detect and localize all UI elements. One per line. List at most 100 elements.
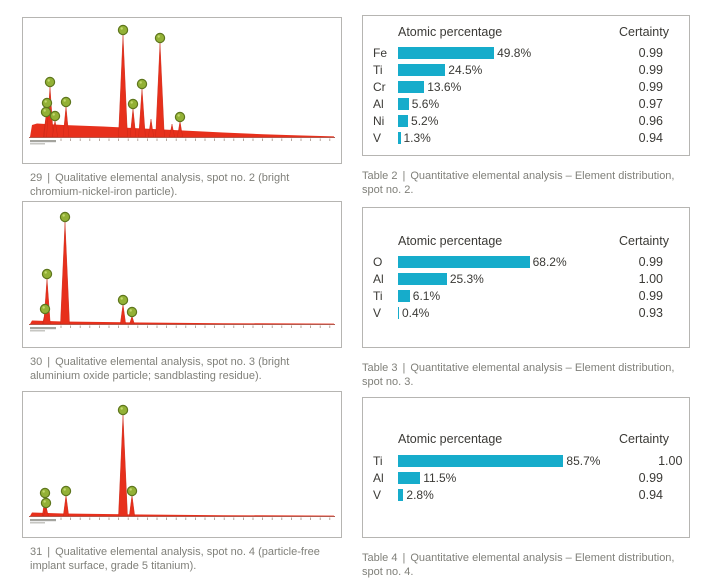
caption-separator: |	[402, 362, 406, 374]
element-row: Fe 49.8% 0.99	[363, 45, 689, 62]
caption-separator: |	[47, 172, 51, 184]
percentage-bar	[398, 64, 446, 76]
element-table-4: Atomic percentage Certainty Ti 85.7% 1.00 A…	[362, 397, 690, 538]
peak-marker-icon	[60, 485, 72, 497]
spectrum-figure-30	[22, 201, 342, 348]
scale-footnote-smudge	[30, 519, 56, 522]
spectrum-peak	[155, 41, 165, 138]
analysis-row-spot-2: 29 | Qualitative elemental analysis, spot …	[22, 15, 690, 199]
element-row: Al 5.6% 0.97	[363, 96, 689, 113]
spectrum-peak	[129, 494, 135, 517]
spectrum-peak	[129, 315, 135, 325]
table-area: Atomic percentage Certainty Fe 49.8% 0.99 T…	[362, 15, 690, 164]
spectrum-peak	[148, 118, 154, 138]
figure-caption: 31 | Qualitative elemental analysis, spot …	[30, 546, 330, 573]
scale-footnote-smudge	[30, 143, 45, 145]
percentage-value: 25.3%	[449, 272, 484, 286]
bar-cell: 0.4%	[398, 306, 581, 320]
percentage-bar	[398, 98, 409, 110]
atomic-percentage-header: Atomic percentage	[398, 432, 503, 446]
peak-marker-icon	[126, 306, 138, 318]
peak-marker-highlight	[43, 500, 46, 503]
bar-cell: 25.3%	[398, 272, 581, 286]
spectrum-peak	[118, 33, 128, 138]
caption-separator: |	[402, 170, 406, 182]
percentage-bar	[398, 115, 409, 127]
table-area: Atomic percentage Certainty Ti 85.7% 1.00 A…	[362, 397, 690, 546]
spectrum-peak	[60, 220, 70, 325]
peak-marker-highlight	[120, 27, 123, 30]
element-bar-list: O 68.2% 0.99 Al 25.3% 1.00 Ti 6.1% 0.99 V 0.4% 0.93	[363, 254, 689, 322]
spectrum-peak	[62, 105, 70, 138]
percentage-bar	[398, 454, 564, 467]
percentage-value: 13.6%	[427, 80, 462, 94]
peak-marker-icon	[40, 106, 52, 118]
peak-marker-icon	[127, 98, 139, 110]
figure-column: 31 | Qualitative elemental analysis, spot …	[22, 389, 342, 579]
percentage-value: 5.2%	[411, 114, 439, 128]
element-row: Ti 6.1% 0.99	[363, 288, 689, 305]
table-column: Atomic percentage Certainty Fe 49.8% 0.99 T…	[362, 15, 690, 199]
percentage-value: 1.3%	[403, 131, 431, 145]
certainty-value: 0.99	[638, 80, 663, 94]
edx-spectrum-chart	[29, 24, 335, 145]
table-header: Atomic percentage Certainty	[363, 432, 689, 446]
analysis-row-spot-3: 30 | Qualitative elemental analysis, spot …	[22, 199, 690, 389]
certainty-value: 0.94	[638, 487, 663, 502]
percentage-bar	[398, 132, 401, 144]
element-symbol: V	[373, 306, 382, 320]
element-row: Al 25.3% 1.00	[363, 271, 689, 288]
certainty-value: 0.99	[638, 255, 663, 269]
element-symbol: Al	[373, 272, 384, 286]
caption-separator: |	[402, 552, 406, 564]
percentage-value: 24.5%	[448, 63, 483, 77]
peak-marker-highlight	[139, 81, 142, 84]
element-symbol: Ti	[373, 453, 383, 468]
peak-marker-highlight	[129, 488, 132, 491]
peak-marker-icon	[126, 485, 138, 497]
scale-footnote-smudge	[30, 140, 56, 143]
peak-marker-highlight	[120, 297, 123, 300]
element-row: Ti 85.7% 1.00	[363, 452, 689, 469]
percentage-value: 49.8%	[497, 46, 532, 60]
element-row: Ti 24.5% 0.99	[363, 62, 689, 79]
bar-cell: 1.3%	[398, 131, 581, 145]
certainty-value: 0.93	[638, 306, 663, 320]
peak-marker-highlight	[63, 99, 66, 102]
element-table-2: Atomic percentage Certainty Fe 49.8% 0.99 T…	[362, 15, 690, 156]
spectrum-figure-29	[22, 17, 342, 164]
figure-caption-text: Qualitative elemental analysis, spot no.…	[30, 356, 290, 382]
edx-spectrum-chart	[29, 404, 335, 524]
bar-cell: 68.2%	[398, 255, 581, 269]
peak-marker-highlight	[47, 79, 50, 82]
atomic-percentage-header: Atomic percentage	[398, 24, 503, 39]
figure-caption-text: Qualitative elemental analysis, spot no.…	[30, 172, 290, 198]
certainty-header: Certainty	[618, 233, 669, 248]
percentage-value: 85.7%	[566, 453, 601, 468]
spectrum-background	[30, 320, 334, 324]
bar-cell: 85.7%	[398, 453, 601, 468]
figure-number: 30	[30, 356, 43, 368]
element-bar-list: Ti 85.7% 1.00 Al 11.5% 0.99 V 2.8% 0.94	[363, 452, 689, 503]
element-symbol: Fe	[373, 46, 388, 60]
figure-caption: 30 | Qualitative elemental analysis, spot …	[30, 356, 330, 383]
peak-marker-icon	[174, 111, 186, 123]
table-column: Atomic percentage Certainty Ti 85.7% 1.00 A…	[362, 389, 690, 579]
element-row: Al 11.5% 0.99	[363, 469, 689, 486]
table-number: Table 3	[362, 362, 398, 374]
percentage-value: 11.5%	[423, 470, 457, 485]
certainty-header: Certainty	[618, 24, 669, 39]
peak-marker-icon	[60, 96, 72, 108]
element-symbol: O	[373, 255, 383, 269]
table-number: Table 2	[362, 170, 398, 182]
bar-cell: 11.5%	[398, 470, 581, 485]
table-column: Atomic percentage Certainty O 68.2% 0.99 Al…	[362, 199, 690, 389]
figure-caption: 29 | Qualitative elemental analysis, spot …	[30, 172, 330, 199]
peak-marker-icon	[41, 97, 53, 109]
percentage-bar	[398, 471, 421, 484]
peak-marker-icon	[40, 497, 52, 509]
bar-cell: 5.6%	[398, 97, 581, 111]
element-row: V 0.4% 0.93	[363, 305, 689, 322]
table-caption: Table 3 | Quantitative elemental analysis …	[362, 362, 690, 389]
spectrum-peak	[177, 120, 183, 138]
